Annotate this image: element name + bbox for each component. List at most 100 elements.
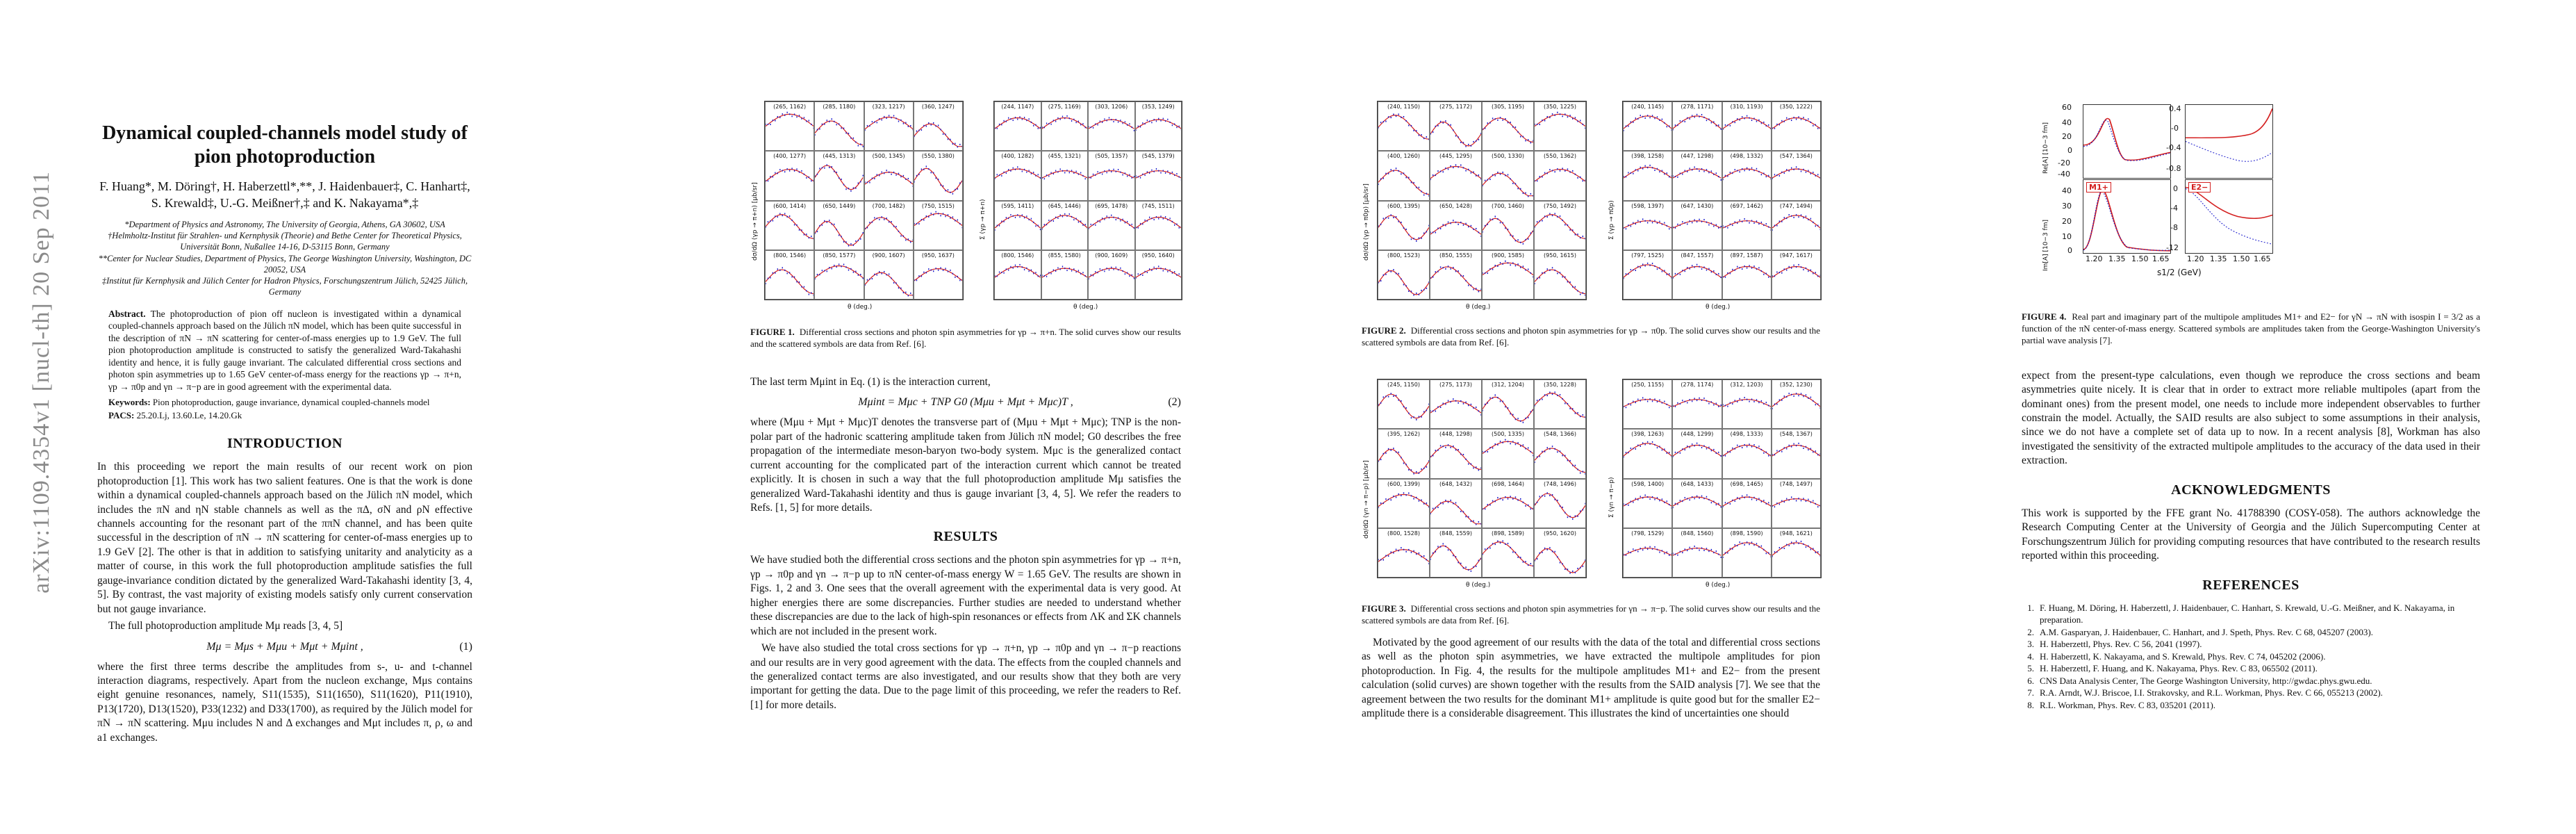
data-point (940, 184, 941, 186)
data-point (1148, 216, 1150, 218)
plot-panel: (550, 1362) (1534, 151, 1586, 201)
data-point (1724, 552, 1726, 554)
data-point (1713, 449, 1715, 451)
data-point (1387, 217, 1389, 219)
data-point (1696, 220, 1698, 222)
data-point (1430, 455, 1431, 458)
data-point (850, 268, 852, 270)
data-point (1554, 269, 1555, 271)
data-point (1569, 229, 1571, 231)
data-point (1382, 559, 1385, 561)
data-point (1030, 173, 1032, 175)
theory-curve (1624, 265, 1671, 277)
data-point (1520, 445, 1521, 448)
data-point (864, 129, 866, 131)
plot-panel: (500, 1330) (1482, 151, 1534, 201)
data-point (1450, 446, 1451, 449)
data-point (1762, 403, 1765, 405)
data-point (1574, 173, 1576, 176)
fig4-ytick: -40 (2058, 170, 2070, 179)
data-point (1770, 275, 1771, 277)
arxiv-stamp[interactable]: arXiv:1109.4354v1 [nucl-th] 20 Sep 2011 (28, 171, 55, 594)
data-point (1393, 395, 1394, 398)
plot-panel: (244, 1147) (994, 101, 1041, 152)
data-point (1776, 224, 1778, 227)
data-point (1790, 541, 1792, 543)
data-point (1005, 268, 1007, 270)
data-point (1710, 222, 1712, 224)
data-point (821, 167, 823, 169)
data-point (1731, 121, 1733, 123)
data-point (1135, 277, 1137, 279)
data-point (909, 292, 911, 294)
fig2-right-ylabel: Σ (γp → π0p) (1608, 200, 1615, 240)
data-point (1671, 455, 1672, 458)
data-point (1010, 213, 1012, 215)
data-point (1646, 167, 1649, 169)
data-point (1445, 120, 1446, 122)
data-point (1729, 451, 1731, 453)
theory-curve (1430, 501, 1481, 523)
data-point (1731, 172, 1733, 174)
data-point (1564, 113, 1566, 115)
data-point (995, 275, 996, 277)
data-point (920, 168, 922, 170)
data-point (1465, 145, 1467, 147)
data-point (1557, 215, 1558, 218)
data-point (1410, 124, 1412, 126)
data-point (998, 271, 1000, 273)
data-point (1682, 220, 1683, 222)
data-point (1068, 267, 1070, 269)
data-point (1785, 498, 1787, 500)
data-point (1435, 410, 1437, 412)
data-point (1416, 186, 1417, 188)
data-point (1788, 393, 1790, 395)
data-point (1522, 136, 1524, 138)
data-point (1651, 262, 1653, 264)
data-point (1378, 281, 1379, 284)
data-point (1030, 121, 1032, 123)
data-point (1557, 451, 1558, 453)
data-point (1564, 568, 1566, 570)
data-point (1770, 178, 1771, 180)
panel-label: (645, 1446) (1048, 202, 1081, 209)
theory-curve (865, 117, 913, 129)
plot-panel: (278, 1174) (1672, 379, 1722, 430)
data-point (1037, 275, 1039, 277)
data-point (789, 170, 791, 172)
data-point (1530, 451, 1532, 453)
theory-curve (1624, 400, 1671, 407)
data-point (1437, 506, 1439, 508)
data-point (1005, 172, 1007, 174)
data-point (1682, 400, 1683, 402)
data-point (1656, 116, 1658, 118)
data-point (1148, 120, 1150, 122)
data-point (1416, 471, 1417, 473)
data-point (1517, 188, 1519, 190)
data-point (1746, 167, 1747, 170)
data-point (1795, 265, 1797, 268)
data-point (1567, 459, 1569, 461)
data-point (1439, 546, 1442, 548)
data-point (1525, 560, 1526, 562)
data-point (902, 175, 904, 177)
theory-curve (1430, 546, 1481, 570)
data-point (1758, 171, 1760, 173)
data-point (1699, 115, 1701, 117)
data-point (1405, 120, 1407, 122)
data-point (1731, 224, 1733, 226)
data-point (1715, 223, 1717, 226)
data-point (801, 170, 802, 172)
data-point (1790, 445, 1792, 448)
theory-curve (865, 217, 913, 241)
data-point (1720, 505, 1722, 508)
panel-label: (275, 1169) (1048, 104, 1081, 110)
data-point (1101, 217, 1103, 219)
plot-panel: (850, 1555) (1430, 250, 1482, 300)
data-point (1798, 168, 1799, 170)
data-point (1760, 449, 1762, 451)
data-point (1489, 179, 1491, 181)
data-point (1068, 213, 1070, 215)
data-point (1649, 498, 1651, 500)
data-point (1393, 268, 1394, 270)
